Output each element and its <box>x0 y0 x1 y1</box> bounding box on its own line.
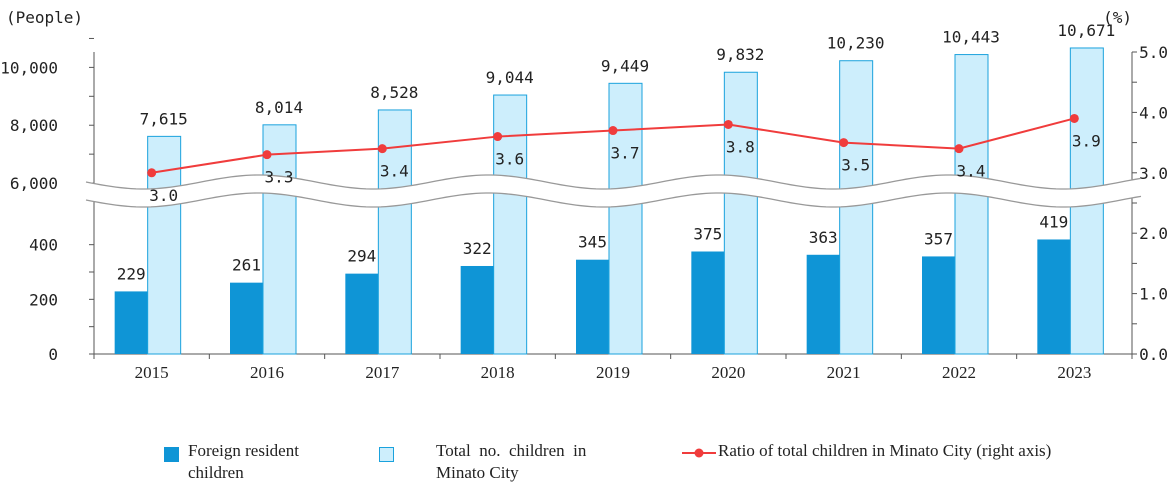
ratio-value-label: 3.6 <box>495 150 524 169</box>
ratio-value-label: 3.4 <box>380 162 409 181</box>
x-tick-label: 2017 <box>365 363 400 382</box>
foreign-value-label: 375 <box>693 225 722 244</box>
ratio-value-label: 3.8 <box>726 137 755 156</box>
ratio-point <box>147 168 157 178</box>
left-tick-label: 6,000 <box>10 174 58 193</box>
bar-foreign <box>114 291 148 354</box>
total-value-label: 7,615 <box>140 109 188 128</box>
x-tick-label: 2021 <box>827 363 861 382</box>
ratio-value-label: 3.4 <box>957 162 986 181</box>
x-tick-label: 2018 <box>481 363 515 382</box>
right-tick-label: 2.0 <box>1139 224 1168 243</box>
axis-break-line-bottom <box>85 192 1142 208</box>
legend-label-total-1: Total no. children in <box>436 441 587 460</box>
total-value-label: 9,044 <box>486 68 534 87</box>
axis-break-line-top <box>85 174 1142 190</box>
axis-break-band <box>86 175 1141 207</box>
data-labels: 229 261 294 322 345 375 363 357 419 7,615 8,014 8,5… <box>117 21 1116 283</box>
foreign-value-label: 322 <box>463 239 492 258</box>
right-tick-label: 4.0 <box>1139 103 1168 122</box>
x-tick-label: 2019 <box>596 363 630 382</box>
ratio-point <box>954 144 964 154</box>
bar-total <box>723 71 758 355</box>
ratio-line <box>147 113 1079 178</box>
x-tick-label: 2015 <box>135 363 169 382</box>
legend-line-marker <box>682 448 716 458</box>
bar-total <box>954 54 989 355</box>
right-tick-label: 0.0 <box>1139 345 1168 364</box>
bar-total <box>608 82 643 355</box>
x-tick-label: 2016 <box>250 363 284 382</box>
total-value-label: 8,528 <box>370 83 418 102</box>
legend-label-foreign-2: children <box>188 463 244 482</box>
bar-foreign <box>345 273 379 354</box>
left-tick-label: 8,000 <box>10 116 58 135</box>
foreign-value-label: 261 <box>232 256 261 275</box>
left-tick-label: 200 <box>29 290 58 309</box>
ratio-point <box>839 138 849 148</box>
bar-foreign <box>460 265 494 354</box>
bar-foreign <box>1037 239 1071 354</box>
foreign-value-label: 345 <box>578 233 607 252</box>
legend-label-foreign-1: Foreign resident <box>188 441 299 460</box>
axis-break <box>85 174 1142 208</box>
right-tick-label: 3.0 <box>1139 164 1168 183</box>
legend-swatch-foreign <box>164 447 179 462</box>
right-axis-unit: (%) <box>1103 8 1132 27</box>
ratio-value-label: 3.7 <box>611 144 640 163</box>
legend-swatch-total <box>379 447 394 462</box>
left-axis-unit: (People) <box>6 8 83 27</box>
legend-label-ratio: Ratio of total children in Minato City (… <box>718 441 1052 460</box>
x-tick-label: 2022 <box>942 363 976 382</box>
bar-foreign <box>806 254 840 354</box>
foreign-value-label: 419 <box>1039 212 1068 231</box>
bar-foreign <box>230 282 263 354</box>
ratio-point <box>1069 113 1079 123</box>
bar-foreign <box>691 251 725 354</box>
x-tick-label: 2020 <box>711 363 745 382</box>
left-tick-label: 0 <box>48 345 58 364</box>
ratio-point <box>608 126 618 136</box>
right-tick-label: 5.0 <box>1139 43 1168 62</box>
total-value-label: 8,014 <box>255 98 303 117</box>
right-tick-label: 1.0 <box>1139 285 1168 304</box>
foreign-value-label: 229 <box>117 264 146 283</box>
total-value-label: 10,230 <box>827 34 885 53</box>
ratio-value-label: 3.5 <box>841 156 870 175</box>
foreign-value-label: 357 <box>924 229 953 248</box>
legend-item-ratio: Ratio of total children in Minato City (… <box>680 440 1170 484</box>
bar-foreign <box>576 259 609 354</box>
ratio-point <box>377 144 387 154</box>
bar-total <box>839 60 874 355</box>
bar-total <box>262 124 297 355</box>
total-value-label: 10,671 <box>1057 21 1115 40</box>
left-tick-label: 400 <box>29 236 58 255</box>
ratio-point <box>262 150 272 160</box>
ratio-value-label: 3.0 <box>149 186 178 205</box>
legend-item-foreign: Foreign resident children <box>160 440 360 484</box>
foreign-value-label: 363 <box>809 228 838 247</box>
ratio-value-label: 3.3 <box>265 168 294 187</box>
ratio-point <box>493 132 503 142</box>
foreign-value-label: 294 <box>347 247 376 266</box>
legend-label-total-2: Minato City <box>436 463 519 482</box>
x-tick-label: 2023 <box>1057 363 1091 382</box>
total-value-label: 10,443 <box>942 28 1000 47</box>
total-value-label: 9,832 <box>716 45 764 64</box>
bar-foreign <box>922 256 955 354</box>
combo-chart: (People) (%) 0 200 400 6,000 8,000 10,000 0.0 1… <box>0 8 1168 382</box>
total-value-label: 9,449 <box>601 56 649 75</box>
legend-item-total: Total no. children in Minato City <box>375 440 645 484</box>
left-tick-label: 10,000 <box>0 58 58 77</box>
ratio-point <box>723 119 733 129</box>
ratio-value-label: 3.9 <box>1072 131 1101 150</box>
